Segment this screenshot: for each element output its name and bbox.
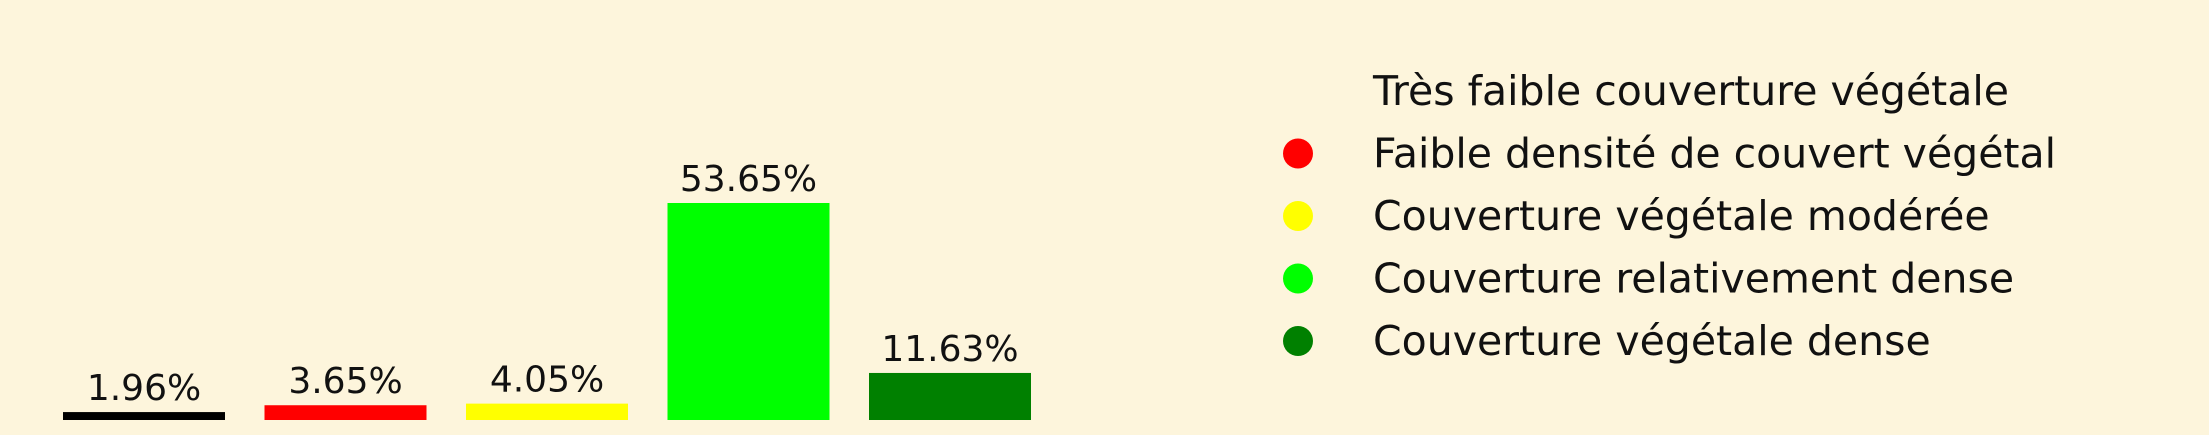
legend-label-4: Couverture relativement dense (1373, 255, 2014, 303)
bar-value-label-2: 3.65% (288, 361, 402, 402)
legend-marker-2 (1283, 138, 1313, 169)
bar-group (63, 203, 1031, 420)
bar-value-label-4: 53.65% (680, 159, 817, 200)
legend-marker-3 (1283, 201, 1313, 231)
bar-2 (264, 405, 427, 420)
bar-5 (869, 372, 1031, 420)
legend-label-5: Couverture végétale dense (1373, 317, 1931, 365)
bar-value-label-3: 4.05% (490, 360, 604, 401)
legend-label-1: Très faible couverture végétale (1372, 67, 2009, 115)
bar-value-label-1: 1.96% (87, 368, 201, 409)
bar-1 (63, 412, 225, 420)
bar-value-label-5: 11.63% (881, 329, 1018, 370)
legend-label-2: Faible densité de couvert végétal (1373, 130, 2056, 178)
legend-marker-5 (1283, 326, 1313, 356)
bar-label-group: 1.96% 3.65% 4.05% 53.65% 11.63% (87, 159, 1019, 409)
bar-3 (466, 403, 628, 420)
legend: Très faible couverture végétale Faible de… (1283, 67, 2056, 365)
legend-label-3: Couverture végétale modérée (1373, 192, 1990, 240)
bar-4 (667, 203, 830, 420)
legend-marker-4 (1283, 263, 1313, 294)
legend-marker-1 (1283, 76, 1313, 106)
